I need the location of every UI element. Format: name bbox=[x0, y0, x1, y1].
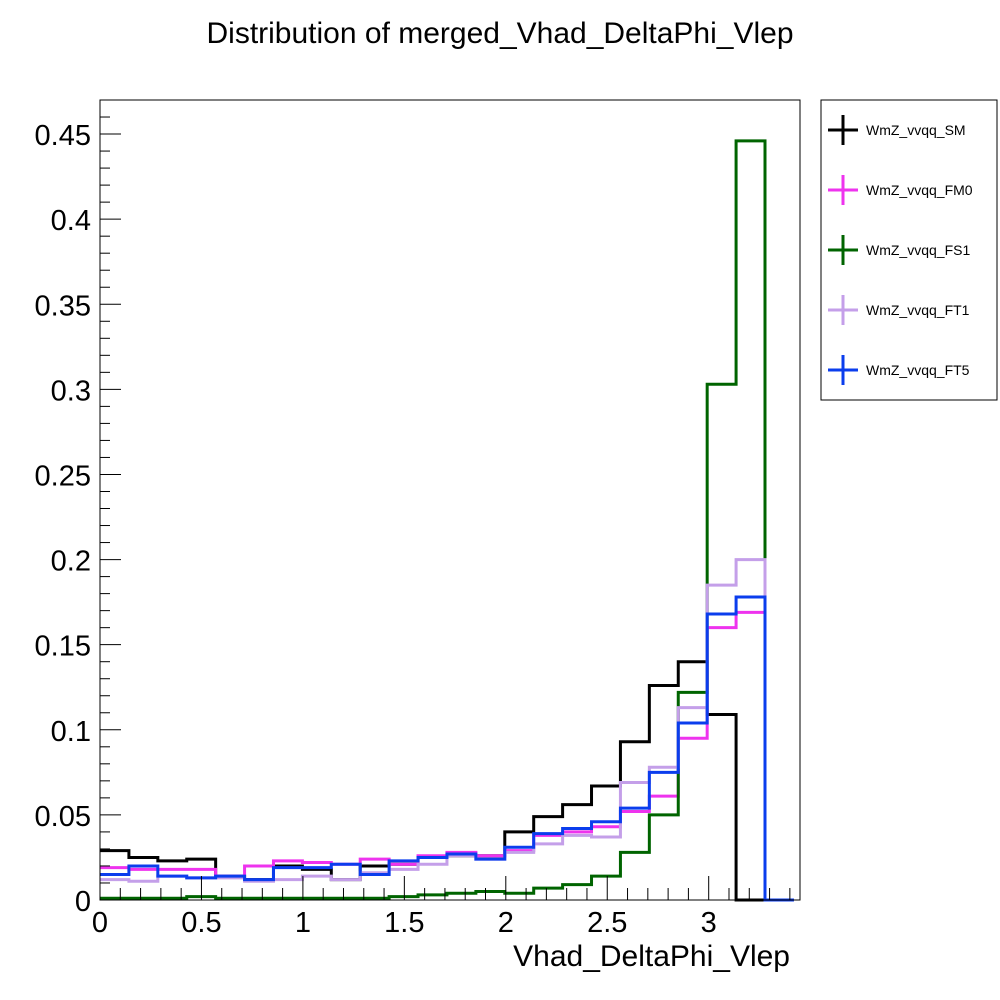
y-tick-label: 0.3 bbox=[51, 375, 91, 407]
y-tick-label: 0.35 bbox=[35, 290, 91, 322]
y-tick-label: 0.2 bbox=[51, 546, 91, 578]
y-tick-label: 0.4 bbox=[51, 205, 91, 237]
x-tick-label: 1.5 bbox=[384, 907, 424, 939]
series-line-3 bbox=[100, 558, 794, 902]
y-tick-label: 0.25 bbox=[35, 460, 91, 492]
y-tick-label: 0.05 bbox=[35, 801, 91, 833]
series-line-2 bbox=[100, 139, 794, 902]
legend-label-0: WmZ_vvqq_SM bbox=[866, 122, 966, 138]
legend: WmZ_vvqq_SM WmZ_vvqq_FM0 WmZ_vvqq_FS1 WmZ_v… bbox=[820, 99, 998, 401]
y-tick-label: 0.15 bbox=[35, 631, 91, 663]
legend-label-4: WmZ_vvqq_FT5 bbox=[866, 362, 970, 378]
chart-title: Distribution of merged_Vhad_DeltaPhi_Vle… bbox=[206, 17, 793, 50]
legend-label-3: WmZ_vvqq_FT1 bbox=[866, 302, 970, 318]
plot-frame bbox=[99, 99, 801, 901]
plot-area: 0 0.5 1 1.5 2 2.5 3 0 0.05 0.1 0.15 0.2 0.25 0.3 0.35 0… bbox=[35, 99, 801, 939]
x-axis-title: Vhad_DeltaPhi_Vlep bbox=[513, 940, 790, 973]
legend-label-2: WmZ_vvqq_FS1 bbox=[866, 242, 970, 258]
y-tick-label: 0.1 bbox=[51, 716, 91, 748]
y-tick-label: 0 bbox=[75, 886, 91, 918]
x-tick-label: 2.5 bbox=[587, 907, 627, 939]
x-tick-label: 3 bbox=[701, 907, 717, 939]
legend-label-1: WmZ_vvqq_FM0 bbox=[866, 182, 973, 198]
series-line-4 bbox=[100, 595, 794, 902]
x-tick-label: 0.5 bbox=[181, 907, 221, 939]
y-tick-label: 0.45 bbox=[35, 120, 91, 152]
x-tick-label: 0 bbox=[92, 907, 108, 939]
x-tick-label: 1 bbox=[295, 907, 311, 939]
x-tick-label: 2 bbox=[498, 907, 514, 939]
